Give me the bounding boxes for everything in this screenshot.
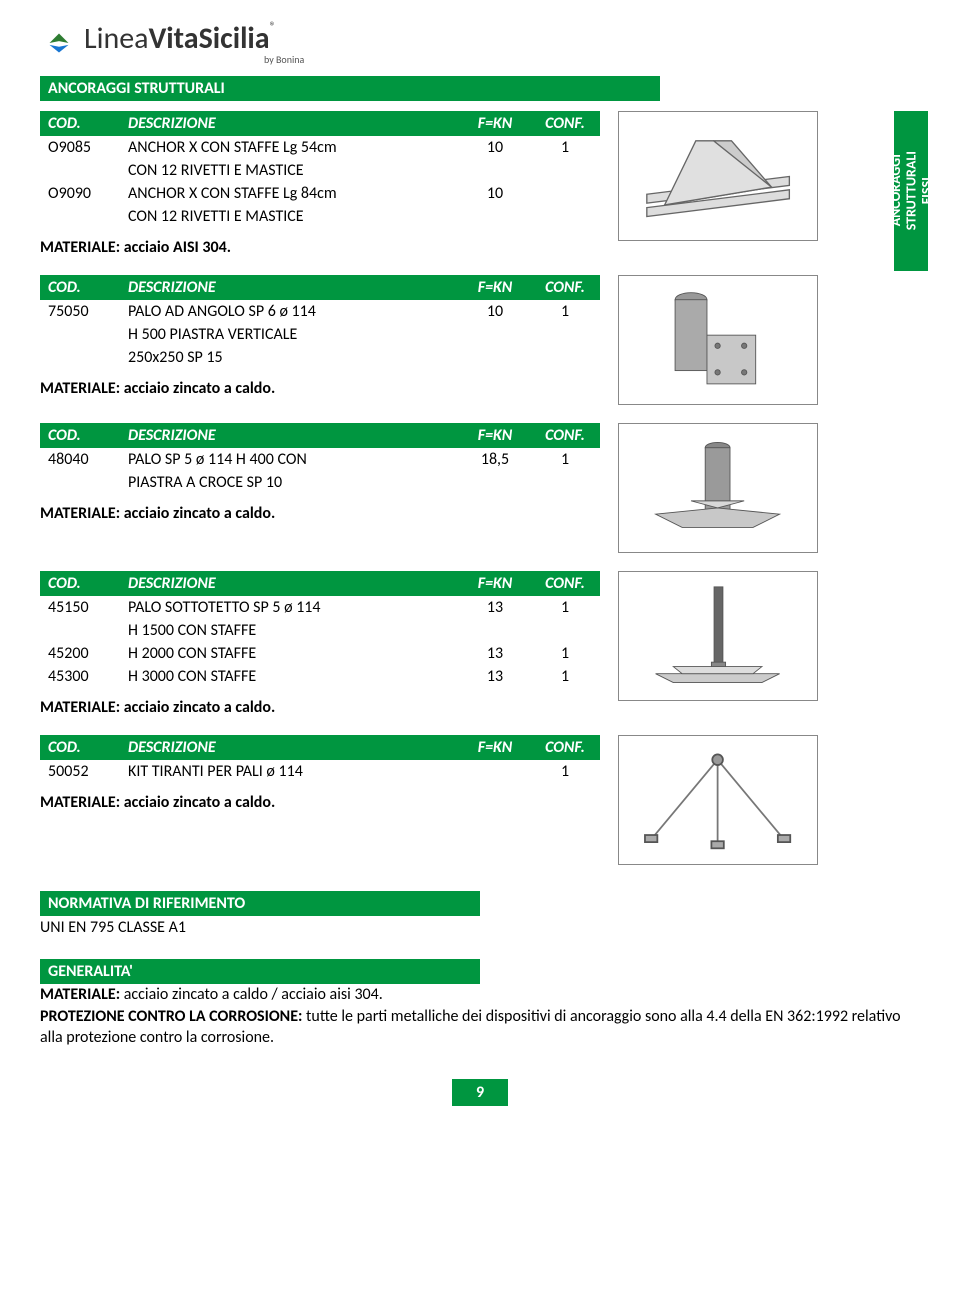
brand-mid: Vita <box>149 20 199 57</box>
product-image <box>618 423 818 553</box>
table-row: CON 12 RIVETTI E MASTICE <box>40 205 600 228</box>
table-row: 45150PALO SOTTOTETTO SP 5 ø 114131 <box>40 596 600 619</box>
product-table: COD.DESCRIZIONEF=KNCONF.45150PALO SOTTOT… <box>40 571 600 688</box>
material-line: MATERIALE: acciaio zincato a caldo. <box>40 793 600 812</box>
table-row: H 1500 CON STAFFE <box>40 619 600 642</box>
material-line: MATERIALE: acciaio AISI 304. <box>40 238 600 257</box>
product-image <box>618 571 818 701</box>
section-title: ANCORAGGI STRUTTURALI <box>40 76 660 101</box>
table-row: H 500 PIASTRA VERTICALE <box>40 323 600 346</box>
col-conf: CONF. <box>530 735 600 760</box>
col-desc: DESCRIZIONE <box>120 275 460 300</box>
col-fkn: F=KN <box>460 111 530 136</box>
table-row: 45300H 3000 CON STAFFE131 <box>40 665 600 688</box>
col-desc: DESCRIZIONE <box>120 571 460 596</box>
table-row: 75050PALO AD ANGOLO SP 6 ø 114101 <box>40 300 600 323</box>
product-block: ANCORAGGI STRUTTURALI FISSICOD.DESCRIZIO… <box>40 111 920 257</box>
brand-byline: by Bonina <box>264 53 304 66</box>
col-cod: COD. <box>40 735 120 760</box>
material-line: MATERIALE: acciaio zincato a caldo. <box>40 698 600 717</box>
product-table: COD.DESCRIZIONEF=KNCONF.O9085ANCHOR X CO… <box>40 111 600 228</box>
page-number-wrap: 9 <box>40 1079 920 1106</box>
material-line: MATERIALE: acciaio zincato a caldo. <box>40 504 600 523</box>
col-cod: COD. <box>40 423 120 448</box>
col-fkn: F=KN <box>460 275 530 300</box>
table-row: CON 12 RIVETTI E MASTICE <box>40 159 600 182</box>
normativa-title: NORMATIVA DI RIFERIMENTO <box>40 891 480 916</box>
table-row: O9090ANCHOR X CON STAFFE Lg 84cm10 <box>40 182 600 205</box>
col-cod: COD. <box>40 111 120 136</box>
table-row: 50052KIT TIRANTI PER PALI ø 1141 <box>40 760 600 783</box>
product-image <box>618 111 818 241</box>
col-fkn: F=KN <box>460 735 530 760</box>
normativa-body: UNI EN 795 CLASSE A1 <box>40 918 920 937</box>
table-row: 45200H 2000 CON STAFFE131 <box>40 642 600 665</box>
col-fkn: F=KN <box>460 571 530 596</box>
brand-reg: ® <box>270 20 276 34</box>
page-number: 9 <box>452 1079 508 1106</box>
product-block: COD.DESCRIZIONEF=KNCONF.50052KIT TIRANTI… <box>40 735 920 865</box>
table-row: 48040PALO SP 5 ø 114 H 400 CON18,51 <box>40 448 600 471</box>
material-line: MATERIALE: acciaio zincato a caldo. <box>40 379 600 398</box>
brand-name: LineaVitaSicilia® <box>84 20 276 57</box>
product-table: COD.DESCRIZIONEF=KNCONF.50052KIT TIRANTI… <box>40 735 600 783</box>
product-block: COD.DESCRIZIONEF=KNCONF.75050PALO AD ANG… <box>40 275 920 405</box>
product-block: COD.DESCRIZIONEF=KNCONF.48040PALO SP 5 ø… <box>40 423 920 553</box>
col-desc: DESCRIZIONE <box>120 111 460 136</box>
col-fkn: F=KN <box>460 423 530 448</box>
product-table: COD.DESCRIZIONEF=KNCONF.75050PALO AD ANG… <box>40 275 600 369</box>
generalita-material-label: MATERIALE: <box>40 985 120 1004</box>
col-cod: COD. <box>40 571 120 596</box>
table-row: PIASTRA A CROCE SP 10 <box>40 471 600 494</box>
col-conf: CONF. <box>530 571 600 596</box>
table-row: 250x250 SP 15 <box>40 346 600 369</box>
generalita-material-body: acciaio zincato a caldo / acciaio aisi 3… <box>120 985 383 1004</box>
generalita-title: GENERALITA' <box>40 959 480 984</box>
col-desc: DESCRIZIONE <box>120 735 460 760</box>
product-table: COD.DESCRIZIONEF=KNCONF.48040PALO SP 5 ø… <box>40 423 600 494</box>
brand-prefix: Linea <box>84 20 149 57</box>
product-image <box>618 735 818 865</box>
generalita-body: MATERIALE: acciaio zincato a caldo / acc… <box>40 984 920 1049</box>
col-conf: CONF. <box>530 111 600 136</box>
side-category-tab: ANCORAGGI STRUTTURALI FISSI <box>894 111 928 271</box>
product-block: COD.DESCRIZIONEF=KNCONF.45150PALO SOTTOT… <box>40 571 920 717</box>
generalita-prot-label: PROTEZIONE CONTRO LA CORROSIONE: <box>40 1007 302 1026</box>
table-row: O9085ANCHOR X CON STAFFE Lg 54cm101 <box>40 136 600 159</box>
brand-suffix: Sicilia <box>199 20 270 57</box>
col-conf: CONF. <box>530 275 600 300</box>
col-cod: COD. <box>40 275 120 300</box>
col-desc: DESCRIZIONE <box>120 423 460 448</box>
col-conf: CONF. <box>530 423 600 448</box>
brand-logo: LineaVitaSicilia® by Bonina <box>40 20 920 66</box>
product-image <box>618 275 818 405</box>
logo-mark-icon <box>40 24 78 62</box>
